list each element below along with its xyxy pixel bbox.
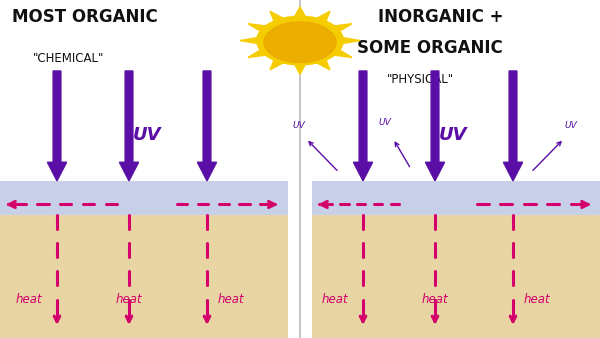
FancyArrow shape <box>503 71 523 181</box>
FancyArrow shape <box>425 71 445 181</box>
Bar <box>0 181 288 215</box>
FancyArrow shape <box>197 71 217 181</box>
Text: INORGANIC +: INORGANIC + <box>378 8 503 26</box>
Text: UV: UV <box>133 126 161 144</box>
Text: heat: heat <box>116 293 142 306</box>
Text: heat: heat <box>16 293 42 306</box>
Text: SOME ORGANIC: SOME ORGANIC <box>357 39 503 57</box>
Text: "PHYSICAL": "PHYSICAL" <box>387 73 454 86</box>
Bar <box>312 181 600 215</box>
FancyArrow shape <box>353 71 373 181</box>
Text: UV: UV <box>292 121 305 130</box>
FancyArrow shape <box>47 71 67 181</box>
Text: UV: UV <box>379 118 392 127</box>
Text: UV: UV <box>439 126 467 144</box>
Bar <box>0 215 288 338</box>
Bar <box>312 215 600 338</box>
FancyArrow shape <box>119 71 139 181</box>
Polygon shape <box>240 7 360 74</box>
Circle shape <box>264 22 336 63</box>
Text: heat: heat <box>422 293 448 306</box>
Text: heat: heat <box>322 293 348 306</box>
Circle shape <box>257 16 343 65</box>
Text: heat: heat <box>218 293 244 306</box>
Text: "CHEMICAL": "CHEMICAL" <box>33 52 104 65</box>
Text: heat: heat <box>524 293 550 306</box>
Text: UV: UV <box>565 121 578 130</box>
Text: MOST ORGANIC: MOST ORGANIC <box>12 8 158 26</box>
